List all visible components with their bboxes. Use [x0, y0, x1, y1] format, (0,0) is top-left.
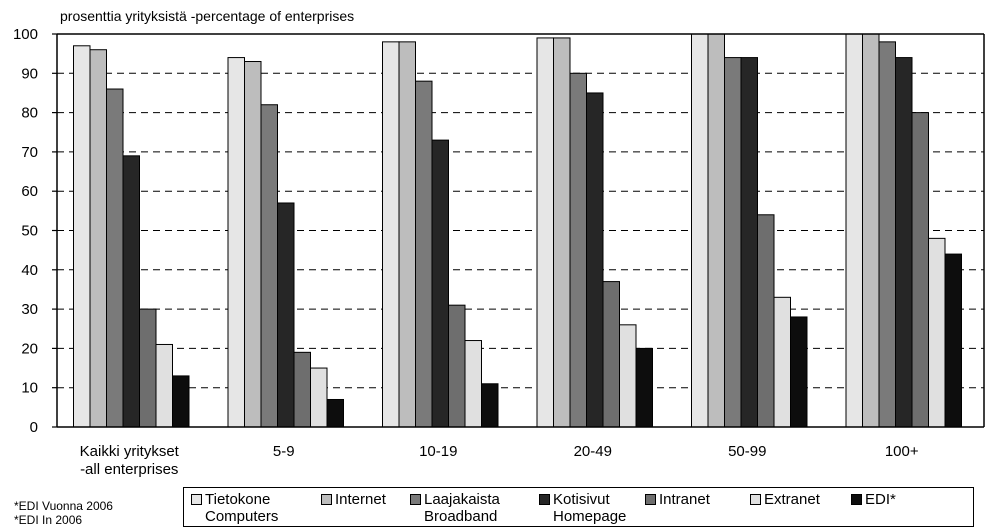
y-tick-label: 30 — [21, 301, 38, 318]
legend-label: Laajakaista — [424, 491, 500, 508]
legend-label: Internet — [335, 491, 386, 508]
legend-label: Kotisivut — [553, 491, 610, 508]
legend-item: Kotisivut Homepage — [539, 491, 626, 525]
bar — [293, 351, 311, 428]
bar — [619, 324, 637, 428]
x-tick-label: 10-19 — [419, 443, 457, 460]
legend-label: Broadband — [424, 508, 498, 525]
bar — [415, 80, 433, 428]
bar — [260, 104, 278, 428]
legend-label: Homepage — [553, 508, 627, 525]
y-tick-label: 100 — [13, 26, 38, 43]
bar — [724, 57, 742, 428]
legend-swatch — [191, 494, 202, 505]
legend-swatch — [410, 494, 421, 505]
legend-swatch — [645, 494, 656, 505]
x-tick-label: 5-9 — [273, 443, 295, 460]
footnote-en: *EDI In 2006 — [14, 513, 83, 527]
legend-label: Tietokone — [205, 491, 271, 508]
bar — [89, 49, 107, 428]
bar — [602, 281, 620, 428]
x-tick-label: Kaikki yritykset — [80, 443, 180, 460]
x-tick-label: -all enterprises — [80, 461, 178, 478]
legend-item: Internet — [321, 491, 386, 508]
gridlines — [57, 72, 984, 389]
bar — [928, 237, 946, 428]
legend: Tietokone Computers Internet Laajakaista Bro… — [183, 487, 974, 527]
legend-swatch — [321, 494, 332, 505]
bar — [106, 88, 124, 428]
bar — [569, 72, 587, 428]
footnote-fi: *EDI Vuonna 2006 — [14, 499, 113, 513]
legend-swatch — [851, 494, 862, 505]
bar — [707, 33, 725, 428]
x-tick-label: 20-49 — [574, 443, 612, 460]
bar — [481, 383, 499, 428]
y-tick-label: 90 — [21, 65, 38, 82]
y-tick-label: 60 — [21, 183, 38, 200]
y-tick-label: 20 — [21, 340, 38, 357]
legend-label: Computers — [205, 508, 279, 525]
bar — [740, 57, 758, 428]
bar — [536, 37, 554, 428]
bar — [757, 214, 775, 428]
legend-item: EDI* — [851, 491, 896, 508]
legend-label: Intranet — [659, 491, 710, 508]
legend-item: Laajakaista Broadband — [410, 491, 500, 525]
bar — [635, 347, 653, 428]
legend-swatch — [750, 494, 761, 505]
legend-item: Intranet — [645, 491, 710, 508]
bar — [773, 296, 791, 428]
bar — [862, 33, 880, 428]
tick-labels: 0 10 20 30 40 50 60 70 80 90 100 Kaikki yritykset-a… — [13, 26, 919, 478]
x-tick-label: 100+ — [885, 443, 919, 460]
y-tick-label: 50 — [21, 223, 38, 240]
y-tick-label: 10 — [21, 380, 38, 397]
bar — [139, 308, 157, 428]
bar — [895, 57, 913, 428]
bar — [398, 41, 416, 428]
bar — [691, 33, 709, 428]
bar — [586, 92, 604, 428]
bar — [845, 33, 863, 428]
legend-label: Extranet — [764, 491, 820, 508]
y-tick-label: 70 — [21, 144, 38, 161]
bars — [73, 33, 962, 428]
bar — [244, 61, 262, 428]
legend-item: Tietokone Computers — [191, 491, 278, 525]
legend-swatch — [539, 494, 550, 505]
bar — [911, 112, 929, 428]
bar — [172, 375, 190, 428]
y-axis-title: prosenttia yrityksistä -percentage of en… — [60, 8, 354, 24]
bar — [326, 398, 344, 428]
bar — [122, 155, 140, 428]
bar — [73, 45, 91, 428]
bar — [382, 41, 400, 428]
bar — [790, 316, 808, 428]
bar — [553, 37, 571, 428]
legend-item: Extranet — [750, 491, 820, 508]
bar — [277, 202, 295, 428]
bar — [155, 343, 173, 428]
axes — [52, 33, 985, 428]
bar — [310, 367, 328, 428]
bar — [878, 41, 896, 428]
y-tick-label: 0 — [30, 419, 38, 436]
bar — [944, 253, 962, 428]
y-tick-label: 80 — [21, 105, 38, 122]
y-tick-label: 40 — [21, 262, 38, 279]
bar — [227, 57, 245, 428]
x-tick-label: 50-99 — [728, 443, 766, 460]
bar — [431, 139, 449, 428]
bar — [448, 304, 466, 428]
legend-label: EDI* — [865, 491, 896, 508]
bar — [464, 340, 482, 428]
